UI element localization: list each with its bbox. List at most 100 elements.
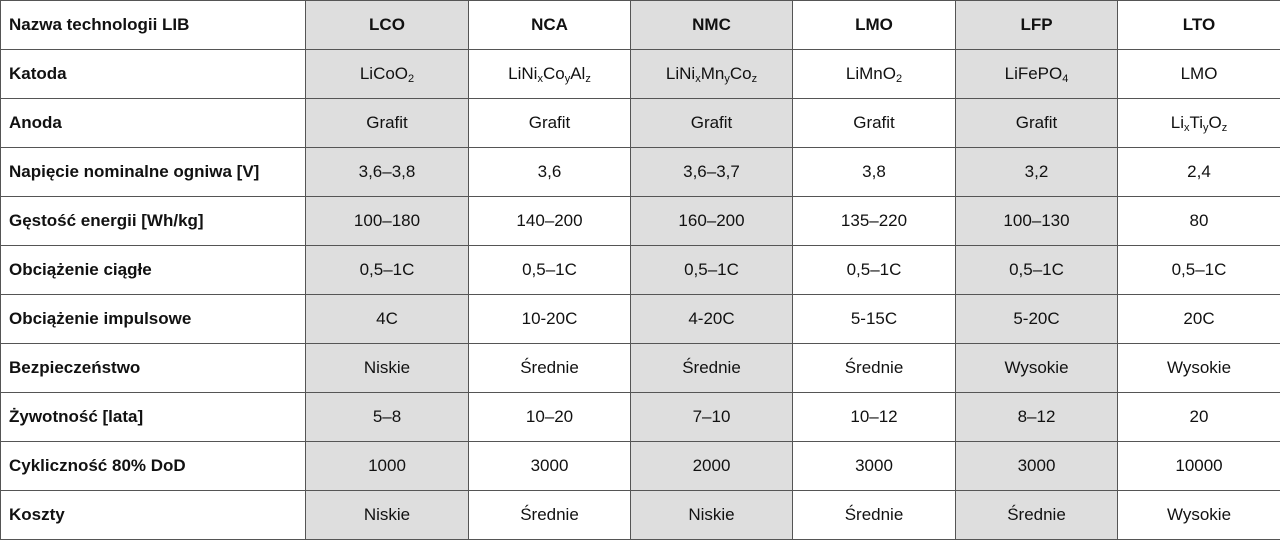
table-cell: 7–10 <box>630 392 793 442</box>
table-cell: Grafit <box>305 98 469 148</box>
table-cell: Średnie <box>468 490 631 540</box>
table-cell: LMO <box>1117 49 1280 99</box>
table-cell: Średnie <box>468 343 631 393</box>
header-row: Nazwa technologii LIB LCO NCA NMC LMO LFP LTO <box>0 0 1280 50</box>
table-cell: 100–180 <box>305 196 469 246</box>
table-cell: 5-15C <box>792 294 956 344</box>
table-row: Katoda LiCoO2 LiNixCoyAlz LiNixMnyCoz LiMnO2… <box>0 49 1280 99</box>
formula-part: LiNi <box>508 63 538 83</box>
table-cell: Średnie <box>955 490 1118 540</box>
table-cell: 100–130 <box>955 196 1118 246</box>
subscript: x <box>537 72 543 85</box>
subscript: 2 <box>408 72 415 85</box>
table-cell: 10000 <box>1117 441 1280 491</box>
table-cell: Grafit <box>630 98 793 148</box>
subscript: y <box>1203 121 1209 134</box>
table-cell: 160–200 <box>630 196 793 246</box>
table-cell: 80 <box>1117 196 1280 246</box>
table-cell: 3,6–3,8 <box>305 147 469 197</box>
table-cell: Katoda <box>0 49 306 99</box>
table-row: Napięcie nominalne ogniwa [V] 3,6–3,8 3,6 3… <box>0 147 1280 197</box>
table-cell: 0,5–1C <box>305 245 469 295</box>
subscript: z <box>751 72 758 85</box>
subscript: x <box>1183 121 1190 134</box>
table-cell: 3,2 <box>955 147 1118 197</box>
table-cell: Nazwa technologii LIB <box>0 0 306 50</box>
formula-part: Co <box>542 63 565 83</box>
table-cell: 0,5–1C <box>955 245 1118 295</box>
table-cell: 5–8 <box>305 392 469 442</box>
table-cell: Grafit <box>955 98 1118 148</box>
table-cell: 8–12 <box>955 392 1118 442</box>
table-cell: 2,4 <box>1117 147 1280 197</box>
table-cell: 3000 <box>955 441 1118 491</box>
table-row: Koszty Niskie Średnie Niskie Średnie Średnie W… <box>0 490 1280 540</box>
table-cell: 20C <box>1117 294 1280 344</box>
subscript: y <box>564 72 571 85</box>
table-cell: LiMnO2 <box>792 49 956 99</box>
table-cell: LCO <box>305 0 469 50</box>
formula-part: Ti <box>1189 112 1204 132</box>
table-cell: LixTiyOz <box>1117 98 1280 148</box>
table-cell: 3,8 <box>792 147 956 197</box>
table-cell: Wysokie <box>1117 343 1280 393</box>
subscript: z <box>585 72 591 85</box>
table-cell: 3000 <box>792 441 956 491</box>
table-cell: Średnie <box>792 343 956 393</box>
formula-part: LiMnO <box>845 63 896 83</box>
table-row: Bezpieczeństwo Niskie Średnie Średnie Średni… <box>0 343 1280 393</box>
table-cell: 4C <box>305 294 469 344</box>
table-cell: Średnie <box>792 490 956 540</box>
formula-part: LiFePO <box>1004 63 1063 83</box>
table-cell: Wysokie <box>1117 490 1280 540</box>
table-cell: LTO <box>1117 0 1280 50</box>
table-cell: Obciążenie ciągłe <box>0 245 306 295</box>
table-cell: Niskie <box>630 490 793 540</box>
table-row: Gęstość energii [Wh/kg] 100–180 140–200 160… <box>0 196 1280 246</box>
formula-part: Co <box>729 63 752 83</box>
table-cell: 10–20 <box>468 392 631 442</box>
table-cell: 3,6–3,7 <box>630 147 793 197</box>
table-cell: Wysokie <box>955 343 1118 393</box>
table-cell: 3000 <box>468 441 631 491</box>
table-row: Obciążenie ciągłe 0,5–1C 0,5–1C 0,5–1C 0,5–1… <box>0 245 1280 295</box>
table-cell: 135–220 <box>792 196 956 246</box>
table-cell: 3,6 <box>468 147 631 197</box>
table-cell: 0,5–1C <box>468 245 631 295</box>
table-cell: Grafit <box>792 98 956 148</box>
table-cell: 0,5–1C <box>1117 245 1280 295</box>
table-cell: LFP <box>955 0 1118 50</box>
subscript: 2 <box>895 72 903 85</box>
table-cell: Anoda <box>0 98 306 148</box>
subscript: y <box>724 72 730 85</box>
table-cell: Bezpieczeństwo <box>0 343 306 393</box>
table-row: Żywotność [lata] 5–8 10–20 7–10 10–12 8–12 20 <box>0 392 1280 442</box>
table-cell: LiCoO2 <box>305 49 469 99</box>
formula-part: LiCoO <box>359 63 409 83</box>
table-cell: LiFePO4 <box>955 49 1118 99</box>
table-cell: Koszty <box>0 490 306 540</box>
formula-part: Mn <box>700 63 725 83</box>
table-cell: Grafit <box>468 98 631 148</box>
table-cell: 2000 <box>630 441 793 491</box>
table-cell: Napięcie nominalne ogniwa [V] <box>0 147 306 197</box>
table-cell: 140–200 <box>468 196 631 246</box>
table-cell: 5-20C <box>955 294 1118 344</box>
table-cell: Żywotność [lata] <box>0 392 306 442</box>
subscript: x <box>695 72 701 85</box>
table-cell: Cykliczność 80% DoD <box>0 441 306 491</box>
formula-part: O <box>1208 112 1222 132</box>
formula-part: Li <box>1170 112 1184 132</box>
table-cell: 0,5–1C <box>792 245 956 295</box>
table-cell: 4-20C <box>630 294 793 344</box>
table-cell: Niskie <box>305 343 469 393</box>
formula-part: Al <box>570 63 586 83</box>
table-cell: 10-20C <box>468 294 631 344</box>
subscript: 4 <box>1062 72 1069 85</box>
table-cell: LMO <box>792 0 956 50</box>
table-cell: NMC <box>630 0 793 50</box>
table-row: Obciążenie impulsowe 4C 10-20C 4-20C 5-15C 5-… <box>0 294 1280 344</box>
